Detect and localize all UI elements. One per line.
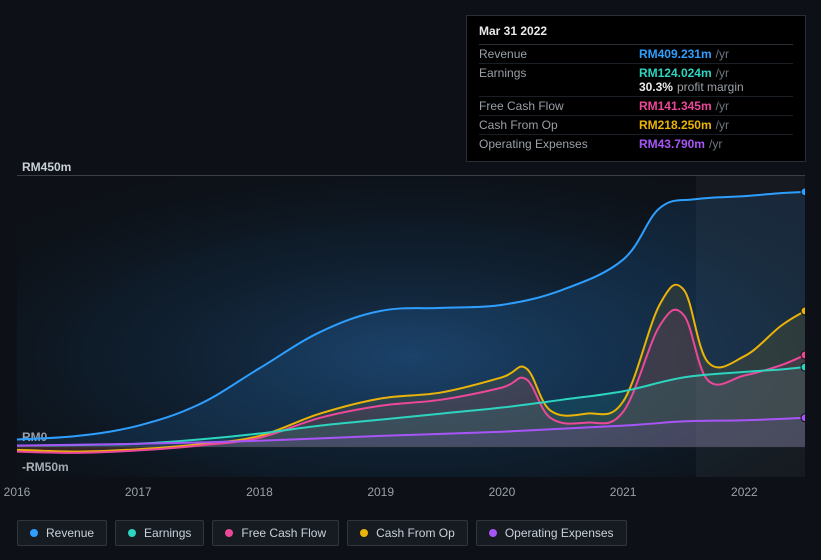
legend-dot-icon (489, 529, 497, 537)
tooltip-row-label: Cash From Op (479, 116, 639, 135)
legend-item[interactable]: Cash From Op (347, 520, 468, 546)
legend-label: Earnings (144, 526, 191, 540)
legend-item[interactable]: Earnings (115, 520, 204, 546)
tooltip-row-label: Operating Expenses (479, 135, 639, 154)
legend-item[interactable]: Revenue (17, 520, 107, 546)
tooltip-row-value: RM124.024m/yr30.3%profit margin (639, 64, 793, 97)
tooltip-date: Mar 31 2022 (479, 24, 793, 45)
chart-legend: Revenue Earnings Free Cash Flow Cash From O… (17, 520, 627, 546)
tooltip-table: RevenueRM409.231m/yrEarningsRM124.024m/y… (479, 45, 793, 153)
series-end-marker (801, 351, 805, 359)
legend-dot-icon (360, 529, 368, 537)
legend-label: Cash From Op (376, 526, 455, 540)
tooltip-row-label: Free Cash Flow (479, 97, 639, 116)
x-axis-tick: 2017 (125, 485, 152, 499)
tooltip-row-value: RM218.250m/yr (639, 116, 793, 135)
chart-tooltip: Mar 31 2022 RevenueRM409.231m/yrEarnings… (466, 15, 806, 162)
tooltip-row: Cash From OpRM218.250m/yr (479, 116, 793, 135)
x-axis-tick: 2021 (610, 485, 637, 499)
tooltip-row-label: Earnings (479, 64, 639, 97)
x-axis-tick: 2022 (731, 485, 758, 499)
x-axis-tick: 2019 (367, 485, 394, 499)
legend-dot-icon (225, 529, 233, 537)
legend-dot-icon (30, 529, 38, 537)
y-axis-max-label: RM450m (22, 160, 71, 174)
tooltip-row: Free Cash FlowRM141.345m/yr (479, 97, 793, 116)
legend-item[interactable]: Free Cash Flow (212, 520, 339, 546)
tooltip-row: EarningsRM124.024m/yr30.3%profit margin (479, 64, 793, 97)
tooltip-row-label: Revenue (479, 45, 639, 64)
x-axis-tick: 2020 (489, 485, 516, 499)
series-end-marker (801, 188, 805, 196)
tooltip-row: Operating ExpensesRM43.790m/yr (479, 135, 793, 154)
legend-label: Free Cash Flow (241, 526, 326, 540)
tooltip-row: RevenueRM409.231m/yr (479, 45, 793, 64)
financials-area-chart (17, 175, 805, 477)
series-end-marker (801, 307, 805, 315)
series-end-marker (801, 414, 805, 422)
x-axis-tick: 2016 (4, 485, 31, 499)
series-end-marker (801, 363, 805, 371)
legend-item[interactable]: Operating Expenses (476, 520, 627, 546)
tooltip-row-value: RM141.345m/yr (639, 97, 793, 116)
legend-label: Revenue (46, 526, 94, 540)
legend-dot-icon (128, 529, 136, 537)
tooltip-row-value: RM43.790m/yr (639, 135, 793, 154)
x-axis-tick: 2018 (246, 485, 273, 499)
legend-label: Operating Expenses (505, 526, 614, 540)
tooltip-row-value: RM409.231m/yr (639, 45, 793, 64)
